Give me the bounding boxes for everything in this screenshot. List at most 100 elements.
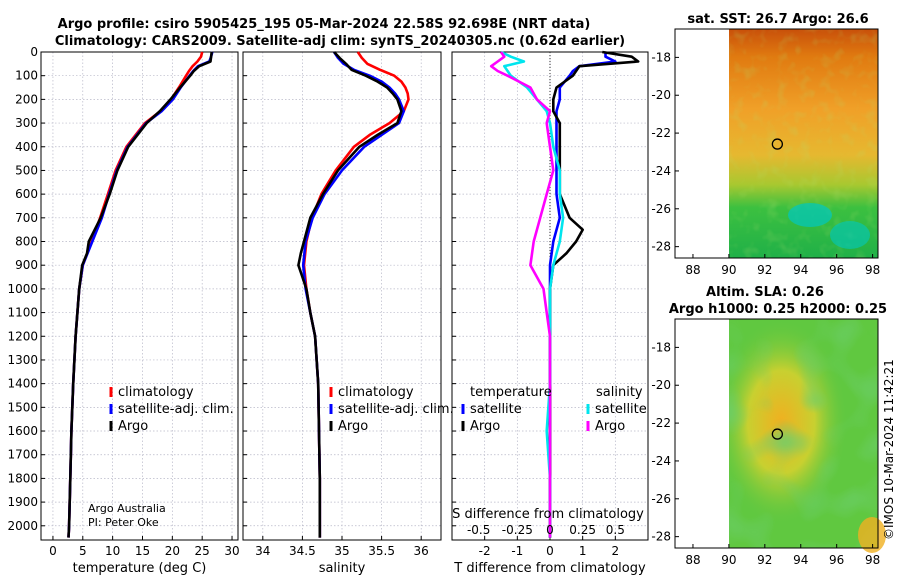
depth-tick-label: 1200 bbox=[7, 329, 38, 343]
depth-tick-label: 1800 bbox=[7, 471, 38, 485]
map-y-tick-label: -24 bbox=[651, 454, 671, 468]
x-tick-label: 20 bbox=[165, 544, 180, 558]
map-y-tick-label: -20 bbox=[651, 378, 671, 392]
x2-tick-label: 0 bbox=[546, 523, 554, 537]
map-y-tick-label: -28 bbox=[651, 530, 671, 544]
map-x-tick-label: 92 bbox=[757, 263, 772, 277]
sla-warm-corner bbox=[858, 517, 886, 553]
legend-label: climatology bbox=[118, 385, 194, 400]
depth-tick-label: 100 bbox=[15, 69, 38, 83]
sst-map-axes: 88 90 92 94 96 98 -18 -20 -22 -24 -26 -28 bbox=[651, 50, 880, 277]
credit-line-1: Argo Australia bbox=[88, 502, 166, 515]
map-y-tick-label: -20 bbox=[651, 88, 671, 102]
depth-tick-label: 900 bbox=[15, 258, 38, 272]
x2-tick-label: 0.25 bbox=[569, 523, 596, 537]
depth-tick-label: 1300 bbox=[7, 353, 38, 367]
panel-frame bbox=[242, 51, 442, 541]
depth-tick-label: 0 bbox=[30, 45, 38, 59]
x-tick-label: 15 bbox=[135, 544, 150, 558]
x-tick-label: 35.5 bbox=[368, 544, 395, 558]
series-line-argo bbox=[297, 51, 403, 538]
x2-tick-label: 0.5 bbox=[606, 523, 625, 537]
imos-timestamp: ©IMOS 10-Mar-2024 11:42:21 bbox=[882, 359, 896, 540]
legend-title-temperature: temperature bbox=[470, 385, 552, 400]
argo-location-marker bbox=[771, 428, 784, 440]
map-x-tick-label: 88 bbox=[685, 263, 700, 277]
map-y-tick-label: -22 bbox=[651, 126, 671, 140]
depth-tick-label: 1500 bbox=[7, 400, 38, 414]
sla-map bbox=[674, 318, 886, 553]
sla-texture bbox=[729, 319, 878, 548]
sla-map-title: Altim. SLA: 0.26 bbox=[706, 285, 824, 300]
salinity-panel: 34 34.5 35 35.5 36 salinity climatology satelli… bbox=[242, 51, 454, 576]
sst-map bbox=[674, 28, 879, 259]
depth-tick-label: 1100 bbox=[7, 306, 38, 320]
map-x-tick-label: 96 bbox=[829, 263, 844, 277]
series-line-temperature-argo bbox=[548, 50, 640, 538]
depth-tick-label: 1900 bbox=[7, 495, 38, 509]
map-x-tick-label: 90 bbox=[721, 553, 736, 567]
depth-tick-label: 1600 bbox=[7, 424, 38, 438]
legend-label: satellite-adj. clim. bbox=[338, 402, 454, 417]
x-tick-label: -1 bbox=[511, 544, 523, 558]
map-x-tick-label: 98 bbox=[865, 553, 880, 567]
sla-map-frame bbox=[674, 318, 879, 549]
x-tick-label: 2 bbox=[612, 544, 620, 558]
depth-tick-label: 600 bbox=[15, 187, 38, 201]
x-axis-label: temperature (deg C) bbox=[73, 561, 207, 576]
depth-tick-label: 1000 bbox=[7, 282, 38, 296]
depth-tick-label: 800 bbox=[15, 235, 38, 249]
depth-tick-label: 1700 bbox=[7, 448, 38, 462]
x-tick-label: -2 bbox=[479, 544, 491, 558]
depth-tick-label: 700 bbox=[15, 211, 38, 225]
legend-label: Argo bbox=[470, 419, 500, 434]
x-tick-label: 5 bbox=[79, 544, 87, 558]
map-x-tick-label: 94 bbox=[793, 553, 808, 567]
legend-label: satellite bbox=[470, 402, 522, 417]
map-y-tick-label: -22 bbox=[651, 416, 671, 430]
figure-title-line1: Argo profile: csiro 5905425_195 05-Mar-2… bbox=[58, 17, 591, 32]
map-x-tick-label: 90 bbox=[721, 263, 736, 277]
legend-label: satellite bbox=[595, 402, 647, 417]
legend-label: Argo bbox=[595, 419, 625, 434]
legend-title-salinity: salinity bbox=[596, 385, 643, 400]
x-tick-label: 34.5 bbox=[289, 544, 316, 558]
map-x-tick-label: 94 bbox=[793, 263, 808, 277]
series-line-salinity-argo bbox=[489, 51, 555, 538]
depth-tick-label: 500 bbox=[15, 163, 38, 177]
depth-tick-label: 1400 bbox=[7, 377, 38, 391]
legend-label: Argo bbox=[338, 419, 368, 434]
sla-map-subtitle: Argo h1000: 0.25 h2000: 0.25 bbox=[669, 302, 887, 317]
map-y-tick-label: -24 bbox=[651, 164, 671, 178]
legend-label: climatology bbox=[338, 385, 414, 400]
x-tick-label: 30 bbox=[224, 544, 239, 558]
figure-title-line2: Climatology: CARS2009. Satellite-adj cli… bbox=[55, 34, 625, 49]
map-x-tick-label: 88 bbox=[685, 553, 700, 567]
x-axis-label: salinity bbox=[319, 561, 366, 576]
series-line-satellite-adj-clim bbox=[67, 51, 214, 538]
depth-tick-label: 400 bbox=[15, 140, 38, 154]
sst-map-title: sat. SST: 26.7 Argo: 26.6 bbox=[687, 12, 868, 27]
difference-panel: -2 -1 0 1 2 T difference from climatology temp… bbox=[451, 50, 649, 576]
series-line-climatology bbox=[67, 51, 204, 538]
map-x-tick-label: 98 bbox=[865, 263, 880, 277]
x2-tick-label: -0.5 bbox=[467, 523, 490, 537]
x2-tick-label: -0.25 bbox=[502, 523, 533, 537]
map-y-tick-label: -18 bbox=[651, 50, 671, 64]
x-tick-label: 10 bbox=[105, 544, 120, 558]
series-line-argo bbox=[67, 51, 213, 538]
panel-frame bbox=[40, 51, 239, 541]
sst-map-frame bbox=[674, 28, 879, 259]
sst-cool-patch bbox=[788, 203, 832, 227]
sla-map-axes: 88 90 92 94 96 98 -18 -20 -22 -24 -26 -28 bbox=[651, 340, 880, 567]
legend-label: satellite-adj. clim. bbox=[118, 402, 234, 417]
map-y-tick-label: -26 bbox=[651, 202, 671, 216]
map-y-tick-label: -26 bbox=[651, 492, 671, 506]
depth-axis: 0 100 200 300 400 500 600 700 800 900 1000 1100 1200… bbox=[7, 45, 38, 533]
map-y-tick-label: -18 bbox=[651, 340, 671, 354]
x-axis-label: T difference from climatology bbox=[453, 561, 646, 576]
map-x-tick-label: 92 bbox=[757, 553, 772, 567]
x-tick-label: 25 bbox=[195, 544, 210, 558]
x2-axis-label: S difference from climatology bbox=[452, 507, 644, 522]
